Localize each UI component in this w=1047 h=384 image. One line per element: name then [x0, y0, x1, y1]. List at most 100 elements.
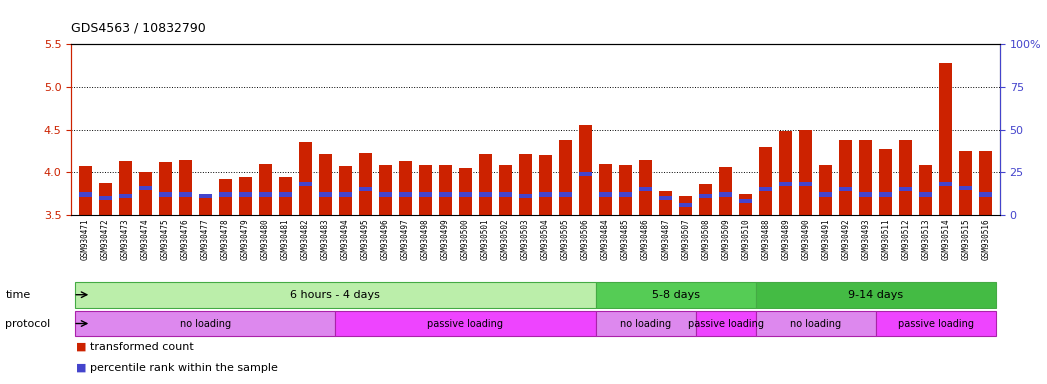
Text: GSM930501: GSM930501	[481, 218, 490, 260]
Bar	[779, 182, 793, 186]
Bar	[799, 129, 812, 215]
Text: GSM930515: GSM930515	[961, 218, 971, 260]
Bar	[979, 151, 993, 215]
FancyBboxPatch shape	[75, 282, 596, 308]
Text: GSM930504: GSM930504	[541, 218, 550, 260]
Bar	[439, 192, 452, 197]
Bar	[159, 162, 172, 215]
Bar	[219, 192, 231, 197]
Text: GSM930511: GSM930511	[882, 218, 890, 260]
Text: GSM930488: GSM930488	[761, 218, 771, 260]
Text: ■: ■	[76, 363, 87, 373]
Bar	[118, 194, 132, 198]
Text: GSM930486: GSM930486	[641, 218, 650, 260]
Bar	[419, 192, 432, 197]
Bar	[639, 187, 652, 192]
Text: GSM930503: GSM930503	[521, 218, 530, 260]
Text: GSM930482: GSM930482	[300, 218, 310, 260]
Bar	[799, 182, 812, 186]
Text: GSM930507: GSM930507	[682, 218, 690, 260]
Bar	[159, 192, 172, 197]
Bar	[579, 172, 593, 176]
Bar	[199, 196, 211, 215]
Bar	[779, 131, 793, 215]
Bar	[559, 192, 572, 197]
Text: GSM930490: GSM930490	[801, 218, 810, 260]
Text: GSM930480: GSM930480	[261, 218, 270, 260]
Bar	[259, 164, 272, 215]
Bar	[459, 192, 472, 197]
Text: GSM930477: GSM930477	[201, 218, 209, 260]
Bar	[298, 182, 312, 186]
Bar	[539, 155, 552, 215]
Text: transformed count: transformed count	[90, 342, 194, 352]
Bar	[98, 182, 112, 215]
Text: GSM930487: GSM930487	[661, 218, 670, 260]
Bar	[359, 153, 372, 215]
Bar	[860, 192, 872, 197]
Bar	[699, 184, 712, 215]
Bar	[819, 166, 832, 215]
Text: passive loading: passive loading	[688, 318, 763, 329]
Bar	[879, 192, 892, 197]
Bar	[879, 149, 892, 215]
Bar	[79, 192, 92, 197]
Bar	[279, 177, 292, 215]
Bar	[899, 187, 912, 192]
Text: GSM930481: GSM930481	[281, 218, 290, 260]
Text: GSM930495: GSM930495	[361, 218, 370, 260]
Text: percentile rank within the sample: percentile rank within the sample	[90, 363, 277, 373]
Text: GSM930497: GSM930497	[401, 218, 410, 260]
Bar	[680, 203, 692, 207]
Bar	[819, 192, 832, 197]
Text: no loading: no loading	[180, 318, 230, 329]
Bar	[379, 166, 392, 215]
Text: GSM930471: GSM930471	[81, 218, 90, 260]
Bar	[719, 192, 732, 197]
Bar	[739, 199, 752, 204]
Text: GSM930508: GSM930508	[701, 218, 710, 260]
Bar	[939, 63, 953, 215]
Bar	[279, 192, 292, 197]
Bar	[239, 177, 252, 215]
Text: 6 hours - 4 days: 6 hours - 4 days	[290, 290, 380, 300]
Bar	[219, 179, 231, 215]
Text: GSM930493: GSM930493	[862, 218, 870, 260]
Text: passive loading: passive loading	[898, 318, 974, 329]
Bar	[239, 192, 252, 197]
Text: GSM930474: GSM930474	[140, 218, 150, 260]
Bar	[499, 192, 512, 197]
FancyBboxPatch shape	[756, 282, 996, 308]
Bar	[840, 140, 852, 215]
Text: GSM930472: GSM930472	[101, 218, 110, 260]
Bar	[179, 192, 192, 197]
Bar	[559, 140, 572, 215]
Bar	[959, 185, 973, 190]
Text: GSM930478: GSM930478	[221, 218, 229, 260]
Text: GSM930475: GSM930475	[161, 218, 170, 260]
Bar	[179, 161, 192, 215]
Text: 5-8 days: 5-8 days	[651, 290, 699, 300]
Bar	[259, 192, 272, 197]
Bar	[519, 194, 532, 198]
Bar	[680, 196, 692, 215]
Text: ■: ■	[76, 342, 87, 352]
Text: GSM930479: GSM930479	[241, 218, 250, 260]
Text: GSM930484: GSM930484	[601, 218, 610, 260]
FancyBboxPatch shape	[596, 311, 695, 336]
Bar	[319, 192, 332, 197]
Text: GSM930494: GSM930494	[341, 218, 350, 260]
Bar	[759, 187, 773, 192]
Bar	[579, 125, 593, 215]
Bar	[339, 192, 352, 197]
Bar	[359, 187, 372, 192]
Text: GSM930516: GSM930516	[981, 218, 990, 260]
Bar	[199, 194, 211, 198]
Bar	[539, 192, 552, 197]
Bar	[139, 172, 152, 215]
Text: GSM930506: GSM930506	[581, 218, 591, 260]
Bar	[719, 167, 732, 215]
Bar	[478, 154, 492, 215]
Text: GSM930505: GSM930505	[561, 218, 570, 260]
Text: GSM930473: GSM930473	[120, 218, 130, 260]
